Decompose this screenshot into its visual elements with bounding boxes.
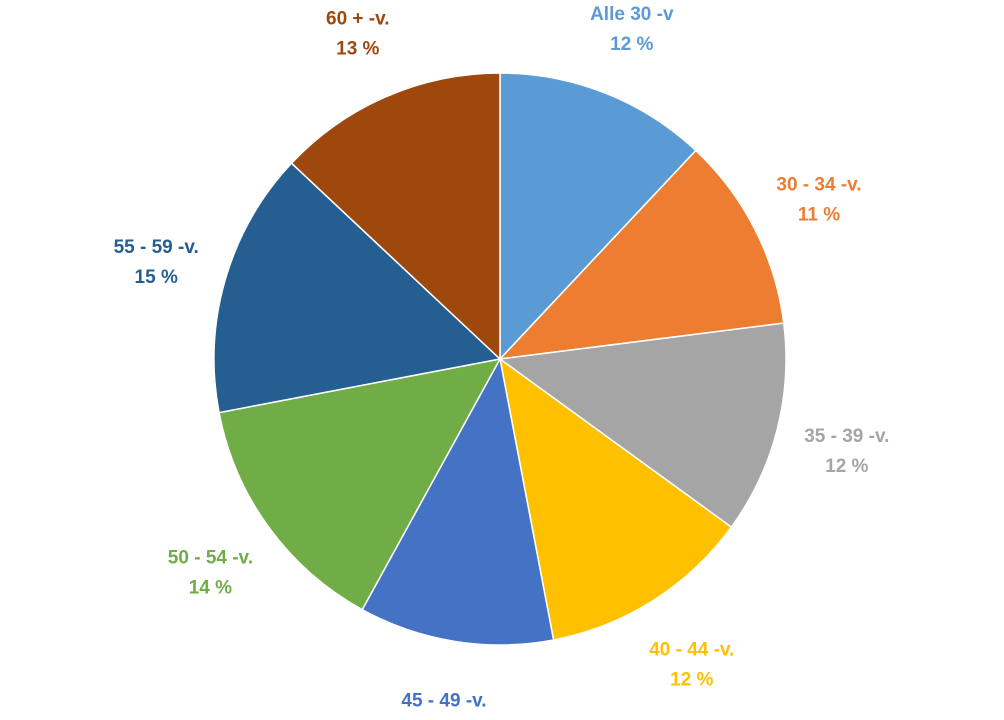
slice-percent-40-44-v: 12 % (670, 669, 713, 690)
pie-slice-45-49-v (361, 356, 555, 646)
slice-percent-55-59-v: 15 % (135, 267, 178, 288)
slice-percent-60-v: 13 % (336, 38, 379, 59)
slice-percent-35-39-v: 12 % (825, 456, 868, 477)
pie-slice-40-44-v (498, 357, 733, 641)
slice-label-60-v: 60 + -v. (326, 8, 390, 29)
pie-slice-alle-30-v (499, 72, 697, 361)
slice-percent-alle-30-v: 12 % (610, 34, 653, 55)
pie-slices (213, 72, 787, 646)
slice-label-30-34-v: 30 - 34 -v. (776, 175, 861, 196)
slice-label-50-54-v: 50 - 54 -v. (168, 547, 253, 568)
pie-slice-55-59-v (213, 162, 502, 414)
pie-labels: Alle 30 -v 12 % 30 - 34 -v. 11 % 35 - 39 -v.… (114, 4, 890, 712)
slice-percent-50-54-v: 14 % (189, 577, 232, 598)
pie-slice-35-39-v (498, 322, 787, 529)
slice-label-alle-30-v: Alle 30 -v (590, 4, 674, 25)
pie-slice-50-54-v (218, 357, 502, 611)
slice-label-45-49-v: 45 - 49 -v. (401, 691, 486, 712)
slice-label-55-59-v: 55 - 59 -v. (114, 237, 199, 258)
slice-label-40-44-v: 40 - 44 -v. (649, 639, 734, 660)
slice-percent-30-34-v: 11 % (798, 205, 840, 226)
pie-slice-60-v (290, 72, 501, 361)
pie-slice-30-34-v (498, 149, 785, 361)
slice-label-35-39-v: 35 - 39 -v. (804, 426, 889, 447)
